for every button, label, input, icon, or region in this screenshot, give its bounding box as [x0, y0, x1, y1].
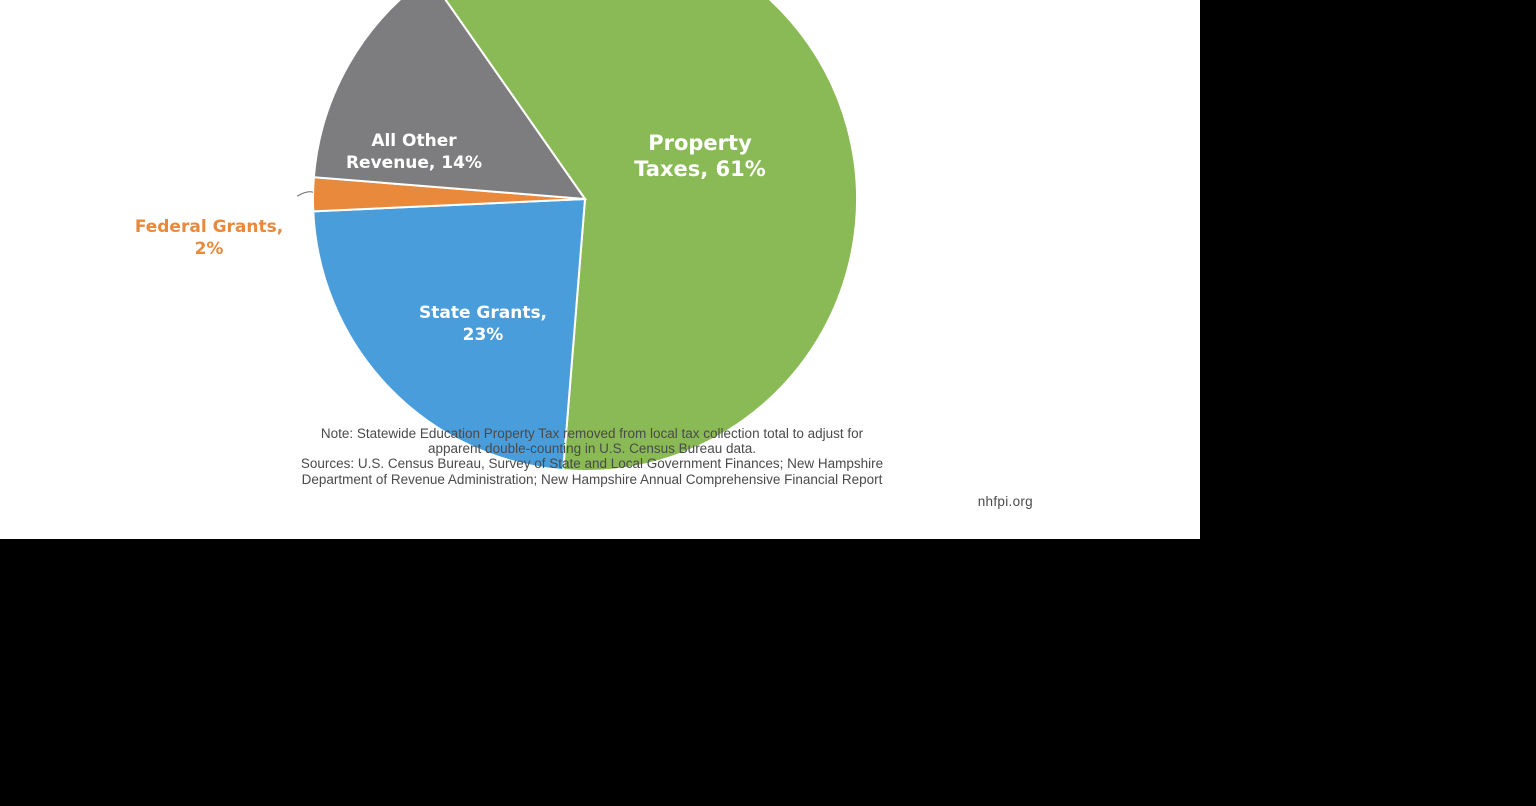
- pie-slice-state-grants: [312, 197, 587, 472]
- pie-slice-property-taxes: [444, 0, 858, 472]
- slice-label-line: 23%: [463, 325, 504, 345]
- slice-label-property-taxes: Property Taxes, 61%: [634, 131, 766, 181]
- note-line-2: apparent double-counting in U.S. Census …: [428, 441, 756, 457]
- slice-label-line: Property: [648, 131, 752, 155]
- slice-label-line: State Grants,: [419, 303, 547, 323]
- note-line-1: Note: Statewide Education Property Tax r…: [320, 426, 864, 441]
- slice-label-line: Federal Grants,: [135, 217, 283, 237]
- chart-footnote: Note: Statewide Education Property Tax r…: [150, 426, 1034, 487]
- site-credit: nhfpi.org: [977, 494, 1033, 509]
- chart-panel: Property Taxes, 61% State Grants, 23% Federa…: [0, 0, 1200, 539]
- slice-label-federal-grants: Federal Grants, 2%: [135, 217, 283, 259]
- slice-label-line: Revenue, 14%: [346, 153, 482, 173]
- slice-label-state-grants: State Grants, 23%: [419, 303, 547, 345]
- pie-labels: Property Taxes, 61% State Grants, 23% Federa…: [135, 131, 766, 345]
- pie-slice-all-other-revenue: [312, 0, 588, 201]
- slice-label-line: All Other: [371, 131, 457, 151]
- sources-line-1: Sources: U.S. Census Bureau, Survey of S…: [300, 456, 884, 472]
- sources-line-2: Department of Revenue Administration; Ne…: [301, 471, 883, 487]
- slice-label-all-other-revenue: All Other Revenue, 14%: [346, 131, 482, 173]
- slice-label-line: 2%: [195, 239, 224, 259]
- pie-slices: [312, 0, 858, 472]
- slice-label-line: Taxes, 61%: [634, 157, 766, 181]
- pie-chart: Property Taxes, 61% State Grants, 23% Federa…: [135, 0, 858, 472]
- federal-grants-leader-line: [296, 191, 314, 197]
